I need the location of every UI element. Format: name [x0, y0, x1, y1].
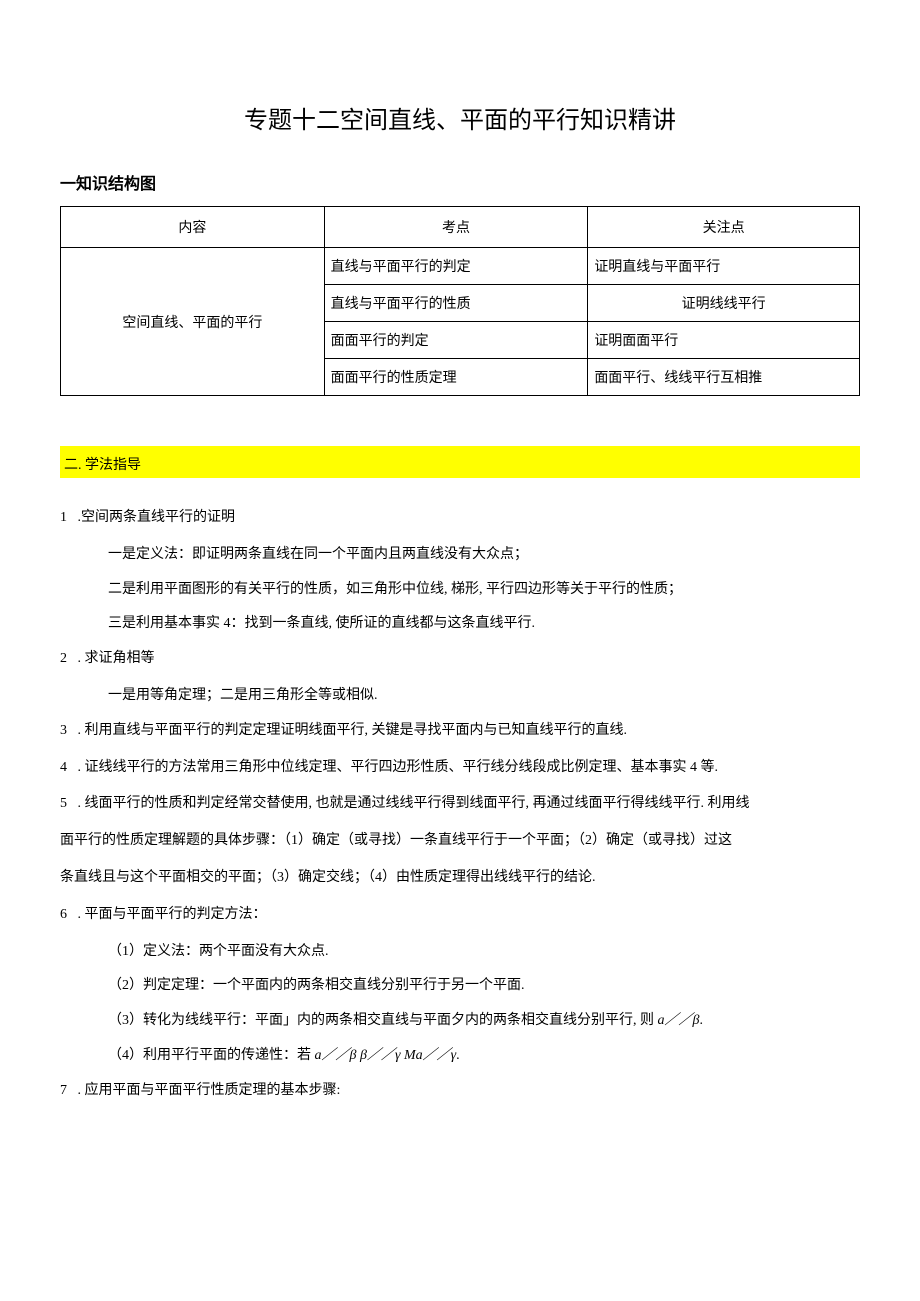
item-text: . 线面平行的性质和判定经常交替使用, 也就是通过线线平行得到线面平行, 再通过… [78, 796, 750, 811]
list-item-1: 1 .空间两条直线平行的证明 [60, 503, 860, 534]
item-text: .空间两条直线平行的证明 [78, 510, 236, 525]
section2-heading: 二. 学法指导 [64, 458, 141, 473]
item-number: 1 [60, 503, 74, 534]
item-number: 7 [60, 1076, 74, 1107]
focus-cell: 证明直线与平面平行 [588, 248, 860, 285]
item-number: 2 [60, 644, 74, 675]
item-text: . 应用平面与平面平行性质定理的基本步骤: [78, 1083, 341, 1098]
list-item-4: 4 . 证线线平行的方法常用三角形中位线定理、平行四边形性质、平行线分线段成比例… [60, 753, 860, 784]
math-variable: a／／β [658, 1013, 700, 1028]
list-item-3: 3 . 利用直线与平面平行的判定定理证明线面平行, 关键是寻找平面内与已知直线平… [60, 716, 860, 747]
item-number: 4 [60, 753, 74, 784]
item-number: 5 [60, 789, 74, 820]
sub-item: （4）利用平行平面的传递性：若 a／／β β／／γ Ma／／γ. [108, 1041, 860, 1072]
point-cell: 面面平行的性质定理 [324, 359, 588, 396]
knowledge-structure-table: 内容 考点 关注点 空间直线、平面的平行 直线与平面平行的判定 证明直线与平面平… [60, 206, 860, 396]
sub-item: （1）定义法：两个平面没有大众点. [108, 937, 860, 968]
sub-item-prefix: （3）转化为线线平行：平面」内的两条相交直线与平面夕内的两条相交直线分别平行, … [108, 1013, 658, 1028]
header-focus: 关注点 [588, 207, 860, 248]
sub-item: 二是利用平面图形的有关平行的性质，如三角形中位线, 梯形, 平行四边形等关于平行… [108, 575, 860, 606]
item-text: . 利用直线与平面平行的判定定理证明线面平行, 关键是寻找平面内与已知直线平行的… [78, 723, 628, 738]
item-number: 6 [60, 900, 74, 931]
point-cell: 面面平行的判定 [324, 322, 588, 359]
header-point: 考点 [324, 207, 588, 248]
focus-cell: 证明面面平行 [588, 322, 860, 359]
sub-item: 一是用等角定理；二是用三角形全等或相似. [108, 681, 860, 712]
item-text: . 平面与平面平行的判定方法： [78, 907, 267, 922]
list-item-2: 2 . 求证角相等 [60, 644, 860, 675]
focus-cell: 证明线线平行 [588, 285, 860, 322]
sub-item-prefix: （4）利用平行平面的传递性：若 [108, 1048, 315, 1063]
list-item-5: 5 . 线面平行的性质和判定经常交替使用, 也就是通过线线平行得到线面平行, 再… [60, 789, 860, 820]
sub-item-suffix: . [699, 1013, 703, 1028]
sub-item-suffix: . [456, 1048, 460, 1063]
sub-item: （3）转化为线线平行：平面」内的两条相交直线与平面夕内的两条相交直线分别平行, … [108, 1006, 860, 1037]
item-number: 3 [60, 716, 74, 747]
table-header-row: 内容 考点 关注点 [61, 207, 860, 248]
sub-item: 三是利用基本事实 4：找到一条直线, 使所证的直线都与这条直线平行. [108, 609, 860, 640]
content-cell: 空间直线、平面的平行 [61, 248, 325, 396]
header-content: 内容 [61, 207, 325, 248]
item-text: . 证线线平行的方法常用三角形中位线定理、平行四边形性质、平行线分线段成比例定理… [78, 760, 719, 775]
sub-item: （2）判定定理：一个平面内的两条相交直线分别平行于另一个平面. [108, 971, 860, 1002]
math-variable: a／／β β／／γ Ma／／γ [315, 1048, 457, 1063]
highlight-section: 二. 学法指导 [60, 446, 860, 478]
item-text: . 求证角相等 [78, 651, 155, 666]
list-item-7: 7 . 应用平面与平面平行性质定理的基本步骤: [60, 1076, 860, 1107]
sub-item: 一是定义法：即证明两条直线在同一个平面内且两直线没有大众点； [108, 540, 860, 571]
continuation-text: 面平行的性质定理解题的具体步骤：（1）确定（或寻找）一条直线平行于一个平面；（2… [60, 826, 860, 857]
point-cell: 直线与平面平行的判定 [324, 248, 588, 285]
section1-heading: 一知识结构图 [60, 170, 860, 194]
list-item-6: 6 . 平面与平面平行的判定方法： [60, 900, 860, 931]
document-title: 专题十二空间直线、平面的平行知识精讲 [60, 100, 860, 135]
table-row: 空间直线、平面的平行 直线与平面平行的判定 证明直线与平面平行 [61, 248, 860, 285]
point-cell: 直线与平面平行的性质 [324, 285, 588, 322]
continuation-text: 条直线且与这个平面相交的平面；（3）确定交线；（4）由性质定理得出线线平行的结论… [60, 863, 860, 894]
focus-cell: 面面平行、线线平行互相推 [588, 359, 860, 396]
